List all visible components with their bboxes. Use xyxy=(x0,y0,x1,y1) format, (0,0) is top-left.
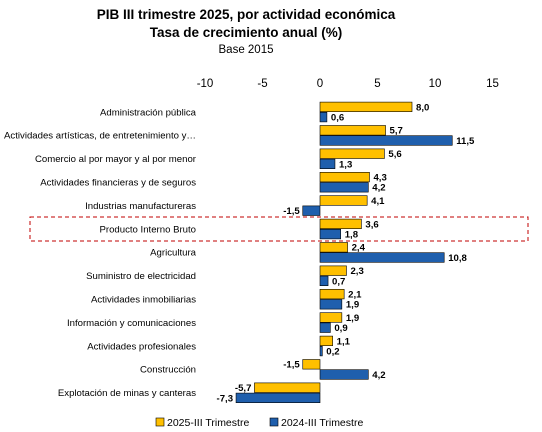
data-label: 1,9 xyxy=(346,313,359,324)
bar-2025-iii xyxy=(320,126,386,136)
category-label: Suministro de electricidad xyxy=(86,271,196,282)
bars xyxy=(236,102,452,403)
legend-swatch xyxy=(156,418,164,426)
x-tick-label: 10 xyxy=(429,78,442,90)
category-label: Comercio al por mayor y al por menor xyxy=(35,154,197,165)
bar-2024-iii xyxy=(320,229,341,239)
data-label: -5,7 xyxy=(235,383,252,394)
category-label: Construcción xyxy=(140,365,196,376)
data-label: 1,9 xyxy=(346,300,359,311)
category-label: Actividades financieras y de seguros xyxy=(40,178,196,189)
bar-2024-iii xyxy=(320,253,444,263)
legend-label: 2024-III Trimestre xyxy=(281,417,363,429)
category-label: Industrias manufactureras xyxy=(85,201,196,212)
bar-2025-iii xyxy=(320,313,342,323)
bar-2024-iii xyxy=(320,300,342,310)
data-label: 4,1 xyxy=(371,196,385,207)
x-tick-label: 5 xyxy=(374,78,380,90)
data-label: 1,8 xyxy=(345,230,359,241)
data-label: 0,6 xyxy=(331,113,344,124)
x-axis: -10 -5 0 5 10 15 xyxy=(197,78,499,90)
x-tick-label: 0 xyxy=(317,78,323,90)
data-label: 0,2 xyxy=(326,347,339,358)
legend-swatch xyxy=(270,418,278,426)
bar-2024-iii xyxy=(320,370,368,380)
data-label: 8,0 xyxy=(416,102,429,113)
bar-2024-iii xyxy=(320,183,368,193)
data-label: -7,3 xyxy=(217,393,234,404)
bar-2025-iii xyxy=(320,336,333,346)
data-label: 4,2 xyxy=(372,183,385,194)
data-label: 3,6 xyxy=(365,219,378,230)
data-label: 5,6 xyxy=(388,149,401,160)
bar-2024-iii xyxy=(320,346,322,356)
bar-2024-iii xyxy=(320,159,335,169)
bar-2024-iii xyxy=(303,206,320,216)
data-label: -1,5 xyxy=(283,206,300,217)
x-tick-label: -5 xyxy=(257,78,267,90)
bar-2025-iii xyxy=(320,102,412,112)
bar-2024-iii xyxy=(320,276,328,286)
bar-2024-iii xyxy=(320,323,330,333)
data-label: -1,5 xyxy=(283,360,300,371)
category-label: Producto Interno Bruto xyxy=(99,224,196,235)
data-label: 5,7 xyxy=(390,126,403,137)
category-label: Explotación de minas y canteras xyxy=(58,388,196,399)
category-label: Información y comunicaciones xyxy=(67,318,196,329)
bar-2024-iii xyxy=(236,393,320,403)
legend-label: 2025-III Trimestre xyxy=(167,417,249,429)
x-tick-label: -10 xyxy=(197,78,214,90)
data-label: 0,9 xyxy=(334,323,347,334)
bar-2025-iii xyxy=(320,149,384,159)
category-label: Actividades artísticas, de entretenimien… xyxy=(4,131,196,142)
category-label: Agricultura xyxy=(150,248,197,259)
bar-2025-iii xyxy=(303,360,320,370)
data-label: 1,3 xyxy=(339,159,352,170)
category-label: Actividades profesionales xyxy=(87,341,196,352)
bar-2025-iii xyxy=(254,383,320,393)
chart-title: PIB III trimestre 2025, por actividad ec… xyxy=(97,7,396,22)
category-label: Actividades inmobiliarias xyxy=(91,295,196,306)
bar-2025-iii xyxy=(320,196,367,206)
category-label: Administración pública xyxy=(100,107,197,118)
data-label: 2,3 xyxy=(350,266,363,277)
bar-2025-iii xyxy=(320,219,361,229)
bar-2025-iii xyxy=(320,172,369,182)
bar-2025-iii xyxy=(320,243,348,253)
chart-subtitle: Tasa de crecimiento anual (%) xyxy=(150,25,343,40)
bar-2024-iii xyxy=(320,112,327,122)
bar-2024-iii xyxy=(320,136,452,146)
x-tick-label: 15 xyxy=(486,78,499,90)
bar-2025-iii xyxy=(320,289,344,299)
bar-2025-iii xyxy=(320,266,346,276)
data-label: 4,2 xyxy=(372,370,385,381)
data-label: 0,7 xyxy=(332,276,345,287)
legend: 2025-III Trimestre 2024-III Trimestre xyxy=(156,417,363,429)
category-labels: Administración pública Actividades artíst… xyxy=(4,107,197,399)
data-label: 2,4 xyxy=(352,243,366,254)
data-label: 10,8 xyxy=(448,253,467,264)
chart-note: Base 2015 xyxy=(219,44,274,56)
data-label: 11,5 xyxy=(456,136,475,147)
